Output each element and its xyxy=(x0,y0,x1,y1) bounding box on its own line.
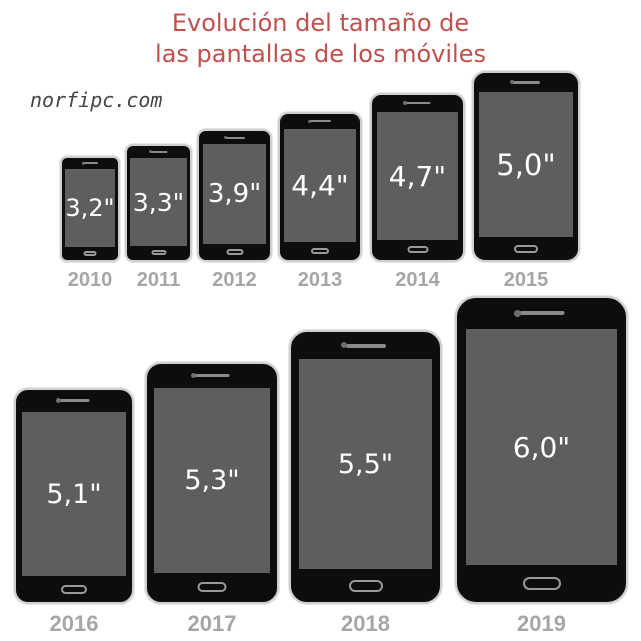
home-button-icon xyxy=(151,250,166,255)
phone-2016: 5,1" xyxy=(14,388,134,604)
phone-2011: 3,3" xyxy=(125,144,192,262)
phone-2017: 5,3" xyxy=(145,362,279,604)
screen-size-label: 5,1" xyxy=(46,478,102,510)
phone-2010: 3,2" xyxy=(60,156,120,262)
home-button-icon xyxy=(514,245,538,253)
title-line-1: Evolución del tamaño de xyxy=(171,9,470,37)
front-camera-icon xyxy=(403,101,407,105)
home-button-icon xyxy=(348,580,383,592)
phone-screen: 3,3" xyxy=(130,158,187,246)
phone-screen: 5,1" xyxy=(22,412,126,576)
phone-screen: 5,0" xyxy=(479,92,573,237)
year-label: 2019 xyxy=(517,611,566,636)
screen-size-label: 3,2" xyxy=(65,194,115,222)
home-button-icon xyxy=(61,585,87,594)
home-button-icon xyxy=(311,248,329,254)
speaker-grille xyxy=(512,81,540,84)
screen-size-label: 4,4" xyxy=(291,169,349,202)
brand-watermark: norfipc.com xyxy=(30,88,163,112)
screen-size-label: 6,0" xyxy=(512,430,571,464)
year-label: 2014 xyxy=(395,269,440,291)
phone-screen: 4,4" xyxy=(284,129,356,242)
speaker-grille xyxy=(345,344,386,348)
speaker-grille xyxy=(150,151,167,153)
title-line-2: las pantallas de los móviles xyxy=(155,40,486,68)
phone-screen: 6,0" xyxy=(466,329,617,565)
year-label: 2012 xyxy=(212,269,257,291)
phone-2019: 6,0" xyxy=(455,296,628,604)
home-button-icon xyxy=(197,582,227,592)
speaker-grille xyxy=(194,374,230,377)
screen-size-label: 5,5" xyxy=(337,448,394,480)
speaker-grille xyxy=(58,399,90,402)
phone-screen: 5,5" xyxy=(299,359,432,569)
front-camera-icon xyxy=(514,310,521,317)
phone-2015: 5,0" xyxy=(472,71,580,262)
screen-size-label: 4,7" xyxy=(388,159,447,193)
year-label: 2010 xyxy=(67,269,113,291)
front-camera-icon xyxy=(510,80,514,84)
year-label: 2017 xyxy=(187,611,237,636)
speaker-grille xyxy=(519,311,564,315)
front-camera-icon xyxy=(149,150,152,153)
infographic-title: Evolución del tamaño de las pantallas de… xyxy=(0,8,641,70)
front-camera-icon xyxy=(224,136,227,139)
phone-2014: 4,7" xyxy=(370,93,465,262)
screen-size-label: 3,9" xyxy=(207,179,262,209)
phone-screen: 3,9" xyxy=(203,144,266,244)
phone-2018: 5,5" xyxy=(289,330,442,604)
screen-size-label: 5,3" xyxy=(184,465,240,496)
phone-screen: 5,3" xyxy=(154,388,270,573)
year-label: 2015 xyxy=(503,269,549,291)
home-button-icon xyxy=(226,249,243,255)
speaker-grille xyxy=(309,120,331,122)
screen-size-label: 5,0" xyxy=(496,147,556,182)
year-label: 2011 xyxy=(136,269,181,291)
speaker-grille xyxy=(224,137,245,139)
home-button-icon xyxy=(407,246,428,253)
speaker-grille xyxy=(405,102,430,104)
home-button-icon xyxy=(83,251,97,256)
front-camera-icon xyxy=(308,120,311,123)
speaker-grille xyxy=(82,162,98,164)
front-camera-icon xyxy=(341,342,347,348)
year-label: 2016 xyxy=(49,611,99,636)
year-label: 2018 xyxy=(341,611,390,636)
home-button-icon xyxy=(522,577,561,590)
front-camera-icon xyxy=(56,398,61,403)
front-camera-icon xyxy=(82,162,85,165)
screen-size-label: 3,3" xyxy=(132,187,185,217)
phone-screen: 3,2" xyxy=(65,169,115,247)
year-label: 2013 xyxy=(297,269,343,291)
front-camera-icon xyxy=(191,373,196,378)
phone-2012: 3,9" xyxy=(197,129,272,262)
phone-screen: 4,7" xyxy=(377,112,458,240)
phone-2013: 4,4" xyxy=(278,112,362,262)
